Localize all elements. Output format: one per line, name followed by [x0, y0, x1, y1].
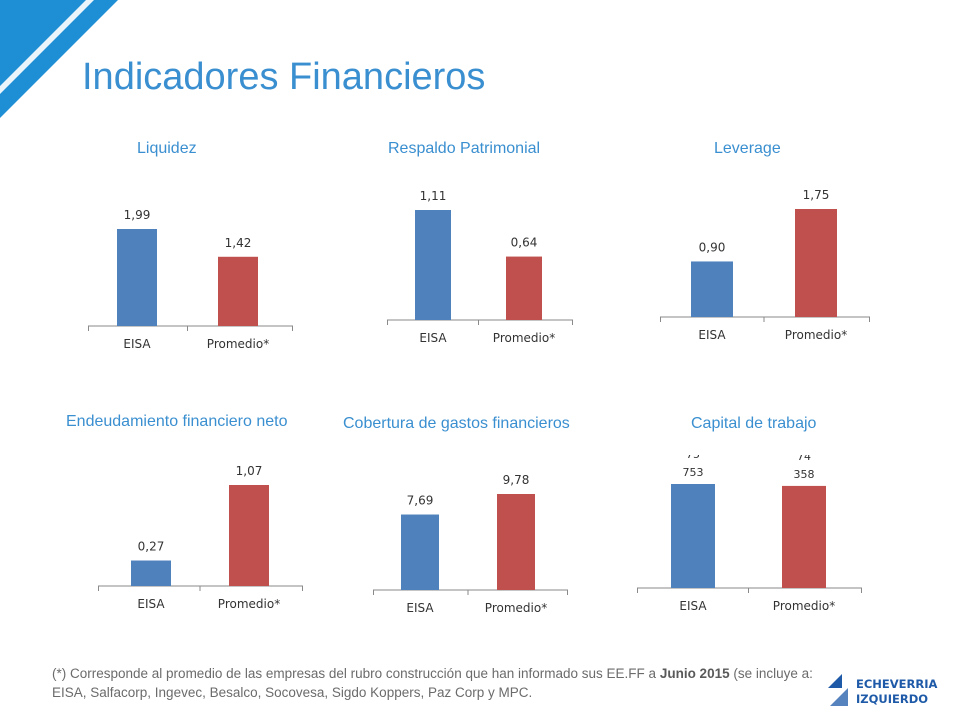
chart-title-liquidez: Liquidez: [137, 140, 197, 157]
bar-promedio: [795, 209, 837, 317]
bar-eisa: [671, 484, 715, 588]
data-label: 74 358: [794, 455, 815, 481]
chart-title-leverage: Leverage: [714, 140, 781, 157]
bar-eisa: [415, 210, 451, 320]
footnote-date: Junio 2015: [659, 666, 730, 681]
footnote-suffix: (se incluye a: EISA, Salfacorp, Ingevec,…: [52, 666, 813, 700]
logo-line2: IZQUIERDO: [856, 692, 928, 706]
chart-liquidez: 1,99 EISA 1,42 Promedio*: [88, 208, 293, 351]
data-label: 0,64: [511, 236, 538, 250]
data-label: 1,75: [803, 188, 830, 202]
footnote: (*) Corresponde al promedio de las empre…: [52, 664, 822, 702]
bar-promedio: [218, 256, 258, 326]
chart-leverage: 0,90 EISA 1,75 Promedio*: [660, 188, 870, 342]
data-label: 1,42: [225, 236, 252, 250]
data-label: 0,27: [138, 540, 165, 554]
logo-line1: ECHEVERRIA: [856, 677, 938, 691]
category-label: Promedio*: [493, 331, 555, 345]
category-label: EISA: [406, 601, 434, 615]
category-label: EISA: [679, 599, 707, 613]
data-label: 7,69: [407, 494, 434, 508]
bar-promedio: [782, 485, 826, 588]
bar-eisa: [691, 261, 733, 317]
chart-title-capital: Capital de trabajo: [691, 415, 817, 432]
data-label: 1,11: [420, 189, 447, 203]
bar-promedio: [506, 256, 542, 320]
category-label: EISA: [698, 328, 726, 342]
category-label: Promedio*: [785, 328, 847, 342]
category-label: Promedio*: [218, 597, 280, 611]
page-title: Indicadores Financieros: [82, 56, 486, 98]
data-label: 1,99: [124, 208, 151, 222]
footnote-prefix: (*) Corresponde al promedio de las empre…: [52, 666, 660, 681]
category-label: EISA: [419, 331, 447, 345]
chart-respaldo: 1,11 EISA 0,64 Promedio*: [387, 189, 573, 345]
category-label: Promedio*: [485, 601, 547, 615]
data-label: 1,07: [236, 464, 263, 478]
chart-cobertura: 7,69 EISA 9,78 Promedio*: [373, 473, 568, 615]
data-label: 75753: [683, 455, 704, 479]
category-label: Promedio*: [773, 599, 835, 613]
data-label: 0,90: [699, 240, 726, 254]
bar-eisa: [117, 229, 157, 326]
bar-promedio: [229, 485, 269, 586]
corner-decoration: [0, 0, 118, 118]
bar-eisa: [401, 514, 439, 590]
category-label: EISA: [137, 597, 165, 611]
chart-title-cobertura: Cobertura de gastos financieros: [343, 415, 570, 432]
chart-title-endeudamiento: Endeudamiento financiero neto: [66, 413, 288, 430]
category-label: Promedio*: [207, 337, 269, 351]
category-label: EISA: [123, 337, 151, 351]
chart-endeudamiento: 0,27 EISA 1,07 Promedio*: [98, 464, 303, 611]
chart-title-respaldo: Respaldo Patrimonial: [388, 140, 541, 157]
bar-promedio: [497, 494, 535, 590]
bar-eisa: [131, 560, 171, 586]
data-label: 9,78: [503, 473, 530, 487]
company-logo: ECHEVERRIA IZQUIERDO: [828, 674, 938, 706]
